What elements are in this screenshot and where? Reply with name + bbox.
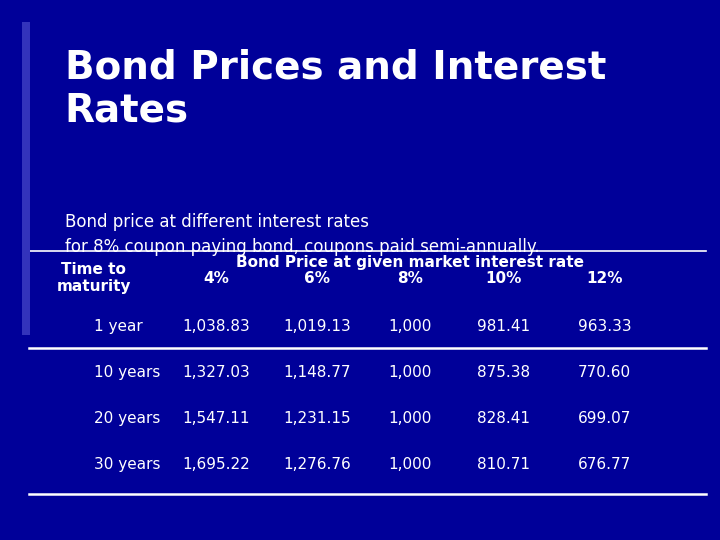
Text: Bond Prices and Interest
Rates: Bond Prices and Interest Rates bbox=[65, 49, 606, 129]
Text: 1,231.15: 1,231.15 bbox=[283, 411, 351, 426]
Text: 1 year: 1 year bbox=[94, 319, 143, 334]
Text: 8%: 8% bbox=[397, 271, 423, 286]
Text: 1,038.83: 1,038.83 bbox=[182, 319, 250, 334]
Text: 1,547.11: 1,547.11 bbox=[182, 411, 250, 426]
Text: 1,000: 1,000 bbox=[389, 457, 432, 472]
Text: 4%: 4% bbox=[203, 271, 229, 286]
Text: 1,000: 1,000 bbox=[389, 365, 432, 380]
Text: 6%: 6% bbox=[304, 271, 330, 286]
Text: 963.33: 963.33 bbox=[578, 319, 631, 334]
Text: 20 years: 20 years bbox=[94, 411, 160, 426]
Text: 699.07: 699.07 bbox=[578, 411, 631, 426]
Text: 1,019.13: 1,019.13 bbox=[283, 319, 351, 334]
Text: 30 years: 30 years bbox=[94, 457, 160, 472]
Text: 1,695.22: 1,695.22 bbox=[182, 457, 250, 472]
Text: 828.41: 828.41 bbox=[477, 411, 531, 426]
Text: 1,327.03: 1,327.03 bbox=[182, 365, 250, 380]
Text: 1,000: 1,000 bbox=[389, 411, 432, 426]
Text: 12%: 12% bbox=[587, 271, 623, 286]
Text: 1,000: 1,000 bbox=[389, 319, 432, 334]
Text: 10%: 10% bbox=[486, 271, 522, 286]
Text: Bond price at different interest rates
for 8% coupon paying bond, coupons paid s: Bond price at different interest rates f… bbox=[65, 213, 539, 256]
Text: 10 years: 10 years bbox=[94, 365, 160, 380]
Text: 1,276.76: 1,276.76 bbox=[283, 457, 351, 472]
Text: Time to
maturity: Time to maturity bbox=[56, 262, 131, 294]
Text: 1,148.77: 1,148.77 bbox=[283, 365, 351, 380]
Text: 676.77: 676.77 bbox=[578, 457, 631, 472]
Text: 770.60: 770.60 bbox=[578, 365, 631, 380]
Text: 981.41: 981.41 bbox=[477, 319, 531, 334]
Text: 810.71: 810.71 bbox=[477, 457, 531, 472]
Text: Bond Price at given market interest rate: Bond Price at given market interest rate bbox=[236, 255, 585, 270]
Text: 875.38: 875.38 bbox=[477, 365, 531, 380]
